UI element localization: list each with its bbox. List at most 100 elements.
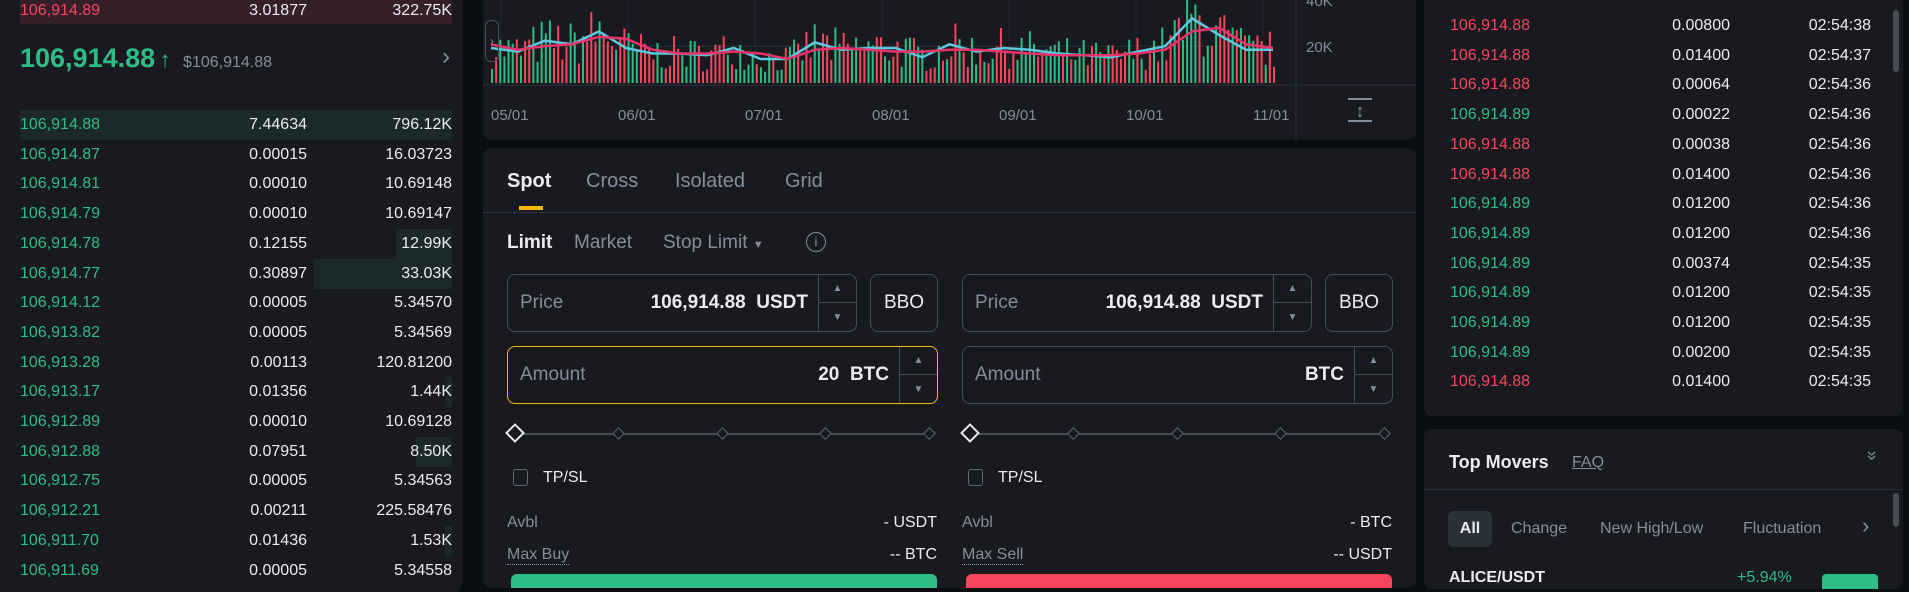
price-stepper[interactable]: ▲ ▼ [818, 275, 856, 331]
bid-row[interactable]: 106,914.87 0.00015 16.03723 [0, 140, 462, 170]
slider-stop[interactable] [960, 423, 980, 443]
mover-pair[interactable]: ALICE/USDT [1449, 569, 1545, 586]
decrement-icon[interactable]: ▼ [832, 311, 843, 323]
x-tick-label: 07/01 [745, 107, 783, 124]
price-input[interactable]: Price 106,914.88 USDT ▲ ▼ [962, 274, 1312, 332]
amount-slider[interactable] [960, 423, 1391, 443]
bid-row[interactable]: 106,913.82 0.00005 5.34569 [0, 318, 462, 348]
amount-stepper[interactable]: ▲ ▼ [899, 347, 937, 403]
bid-row[interactable]: 106,914.81 0.00010 10.69148 [0, 169, 462, 199]
bid-price: 106,913.82 [20, 323, 101, 341]
slider-stop[interactable] [505, 423, 525, 443]
volume-bar [954, 23, 957, 83]
price-input[interactable]: Price 106,914.88 USDT ▲ ▼ [507, 274, 857, 332]
slider-stop[interactable] [611, 427, 625, 440]
trade-row: 106,914.88 0.00064 02:54:36 [1424, 70, 1903, 100]
volume-bar [875, 37, 878, 83]
order-type-market[interactable]: Market [574, 232, 633, 253]
amount-input[interactable]: Amount 20 BTC ▲ ▼ [507, 346, 938, 404]
decrement-icon[interactable]: ▼ [1287, 311, 1298, 323]
scrollbar[interactable] [1893, 493, 1899, 527]
faq-link[interactable]: FAQ [1572, 454, 1605, 471]
volume-bar [1066, 38, 1069, 83]
volume-bar [491, 68, 493, 83]
bid-row[interactable]: 106,912.89 0.00010 10.69128 [0, 407, 462, 437]
increment-icon[interactable]: ▲ [819, 275, 856, 303]
info-icon[interactable]: i [806, 232, 826, 252]
increment-icon[interactable]: ▲ [1274, 275, 1311, 303]
slider-stop[interactable] [715, 427, 729, 440]
volume-bar [1153, 40, 1156, 83]
ask-row[interactable]: 106,914.89 3.01877 322.75K [0, 0, 462, 24]
price-stepper[interactable]: ▲ ▼ [1273, 275, 1311, 331]
bid-price: 106,911.70 [20, 531, 99, 549]
decrement-icon[interactable]: ▼ [913, 383, 924, 395]
volume-bar [1239, 28, 1242, 83]
bid-row[interactable]: 106,912.88 0.07951 8.50K [0, 436, 462, 467]
bid-total: 10.69148 [385, 175, 452, 193]
bid-total: 10.69147 [385, 205, 452, 223]
tpsl-checkbox[interactable] [968, 469, 983, 486]
amount-slider[interactable] [505, 423, 936, 443]
mover-tab-fluctuation[interactable]: Fluctuation [1743, 520, 1822, 537]
bid-row[interactable]: 106,912.21 0.00211 225.58476 [0, 496, 462, 526]
chevron-right-icon[interactable]: › [1862, 513, 1870, 538]
slider-stop[interactable] [1378, 427, 1391, 440]
volume-bar [1273, 66, 1275, 83]
decrement-icon[interactable]: ▼ [1368, 383, 1379, 395]
order-type-limit[interactable]: Limit [507, 232, 553, 253]
scale-height-icon[interactable]: ↕ [1348, 98, 1372, 122]
trade-amount: 0.00200 [1672, 343, 1730, 361]
amount-stepper[interactable]: ▲ ▼ [1354, 347, 1392, 403]
increment-icon[interactable]: ▲ [900, 347, 937, 375]
max-label[interactable]: Max Sell [962, 546, 1024, 565]
tab-spot[interactable]: Spot [507, 170, 552, 192]
tpsl-checkbox[interactable] [513, 469, 528, 486]
slider-stop[interactable] [1066, 427, 1080, 440]
max-label[interactable]: Max Buy [507, 546, 570, 565]
bid-row[interactable]: 106,913.17 0.01356 1.44K [0, 377, 462, 408]
amount-value: 20 BTC [818, 347, 889, 403]
mover-tab-all[interactable]: All [1448, 511, 1492, 547]
bid-row[interactable]: 106,914.78 0.12155 12.99K [0, 228, 462, 259]
mover-tab-new-high-low[interactable]: New High/Low [1600, 520, 1704, 537]
x-tick-label: 06/01 [618, 107, 656, 124]
chevron-right-icon[interactable]: › [442, 43, 450, 70]
tab-grid[interactable]: Grid [785, 170, 823, 192]
buy-button[interactable] [511, 574, 937, 588]
scrollbar[interactable] [1893, 10, 1899, 72]
depth-bar [415, 436, 452, 467]
volume-bar [962, 52, 965, 83]
mid-price[interactable]: 106,914.88 ↑ $106,914.88 › [20, 40, 450, 76]
bid-row[interactable]: 106,912.75 0.00005 5.34563 [0, 466, 462, 496]
bid-row[interactable]: 106,913.28 0.00113 120.81200 [0, 348, 462, 378]
order-type-stop-limit[interactable]: Stop Limit ▼ [663, 232, 764, 254]
bbo-button[interactable]: BBO [1325, 274, 1393, 332]
bid-row[interactable]: 106,911.70 0.01436 1.53K [0, 525, 462, 556]
collapse-icon[interactable]: » [1862, 450, 1883, 461]
volume-chart[interactable]: 05/01 06/01 07/01 08/01 09/01 10/01 11/01 40K 20… [483, 0, 1416, 140]
slider-stop[interactable] [819, 427, 833, 440]
slider-stop[interactable] [1170, 427, 1184, 440]
volume-bar [553, 48, 556, 83]
bid-row[interactable]: 106,914.77 0.30897 33.03K [0, 258, 462, 289]
bid-row[interactable]: 106,914.88 7.44634 796.12K [0, 110, 462, 140]
increment-icon[interactable]: ▲ [1355, 347, 1392, 375]
slider-stop[interactable] [1274, 427, 1288, 440]
trade-row: 106,914.89 0.01200 02:54:36 [1424, 219, 1903, 249]
mover-tab-change[interactable]: Change [1511, 520, 1568, 537]
expand-chart-handle[interactable]: › [485, 20, 499, 62]
slider-stop[interactable] [923, 427, 936, 440]
bid-row[interactable]: 106,911.69 0.00005 5.34558 [0, 556, 462, 586]
sell-button[interactable] [966, 574, 1392, 588]
bid-price: 106,913.17 [20, 383, 101, 401]
bid-row[interactable]: 106,914.79 0.00010 10.69147 [0, 199, 462, 229]
volume-bar [859, 49, 862, 83]
tab-cross[interactable]: Cross [586, 170, 639, 192]
amount-input[interactable]: Amount BTC ▲ ▼ [962, 346, 1393, 404]
tab-isolated[interactable]: Isolated [675, 170, 746, 192]
volume-bar [826, 35, 829, 83]
bbo-button[interactable]: BBO [870, 274, 938, 332]
bid-total: 8.50K [410, 442, 452, 460]
bid-row[interactable]: 106,914.12 0.00005 5.34570 [0, 288, 462, 318]
